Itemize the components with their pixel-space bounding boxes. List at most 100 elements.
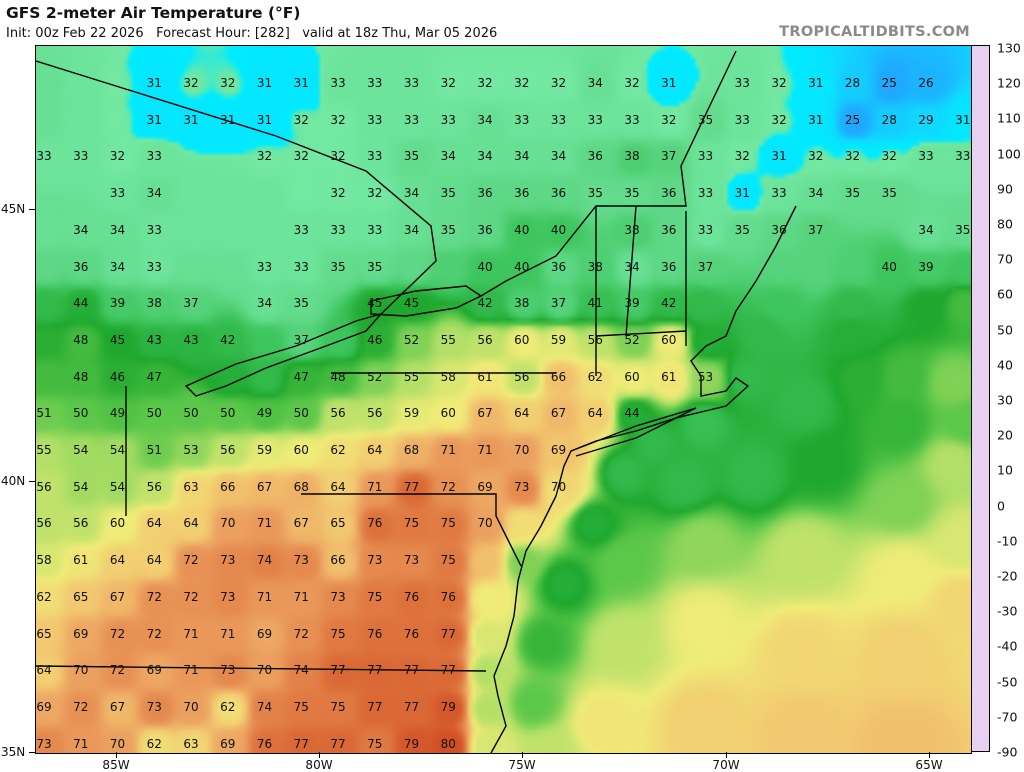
temp-label: 56 [477,332,493,347]
temp-label: 32 [661,112,677,127]
temp-label: 33 [109,186,126,201]
temp-label: 77 [403,479,420,494]
temp-label: 44 [73,296,89,311]
temp-label: 64 [36,663,52,678]
temp-label: 72 [183,553,199,568]
temp-label: 73 [220,589,236,604]
temp-label: 31 [734,186,750,201]
map-title: GFS 2-meter Air Temperature (°F) [6,4,301,22]
temp-label: 69 [36,699,52,714]
temp-label: 26 [918,76,934,90]
temp-label: 33 [697,186,714,201]
lat-tick [29,209,35,210]
temp-label: 75 [403,516,420,531]
temp-label: 72 [73,699,89,714]
temp-label: 32 [330,112,346,127]
temp-label: 35 [955,222,971,237]
temp-label: 75 [293,699,309,714]
temp-label: 42 [477,296,493,311]
temp-label: 75 [440,516,456,531]
temperature-map[interactable]: 31 32 32 31 31 33 33 33 32 32 32 32 34 32 31 33 32 31 28 25… [35,45,972,754]
temp-label: 34 [256,296,273,311]
temp-label: 34 [403,186,420,201]
temp-label: 73 [220,553,236,568]
temp-label: 39 [109,296,126,311]
temp-label: 42 [661,296,677,311]
temp-label: 38 [587,259,603,274]
temp-label: 71 [256,589,273,604]
temp-label: 33 [256,259,273,274]
temp-label: 72 [440,479,456,494]
temp-label: 35 [367,259,383,274]
temp-label: 32 [293,149,309,164]
temp-label: 31 [771,149,787,164]
temp-label: 48 [330,369,346,384]
temp-label: 69 [220,736,236,751]
temp-label: 32 [293,112,309,127]
temp-label: 72 [183,589,199,604]
temp-label: 69 [256,626,273,641]
temp-label: 45 [109,332,126,347]
temp-label: 33 [367,112,383,127]
temp-label: 32 [183,76,199,90]
temp-label: 73 [36,736,52,751]
temp-label: 76 [440,589,456,604]
temp-label: 65 [330,516,346,531]
temp-label: 59 [550,332,567,347]
temp-label: 33 [367,149,383,164]
temp-label: 46 [367,332,383,347]
temp-label: 32 [440,76,456,90]
temp-label: 33 [293,259,309,274]
temp-label: 39 [624,296,640,311]
long-island [570,407,697,457]
temp-label: 33 [403,76,420,90]
temp-label: 71 [256,516,273,531]
temp-label: 64 [183,516,199,531]
temp-label: 56 [220,443,236,457]
temp-label: 63 [183,736,199,751]
temp-label: 56 [36,516,52,531]
colorbar-tick-label: -10 [997,533,1018,549]
temp-label: 43 [146,332,162,347]
temp-label: 70 [256,663,273,678]
temp-label: 71 [183,663,199,678]
colorbar-tick-label: 130 [997,40,1021,56]
temp-label: 72 [146,589,162,604]
temp-label: 38 [514,296,530,311]
colorbar-tick-label: -50 [997,674,1018,690]
temp-label: 79 [440,699,456,714]
temp-label: 49 [256,406,273,421]
temp-label: 33 [403,112,420,127]
temp-label: 33 [36,149,52,164]
temp-label: 48 [73,332,89,347]
temp-label: 52 [403,332,420,347]
temp-label: 77 [403,663,420,678]
temp-label: 40 [514,259,530,274]
temp-label: 54 [73,443,89,457]
temp-label: 31 [955,112,971,127]
temp-label: 35 [587,186,603,201]
temp-label: 56 [367,406,383,421]
colorbar-tick-label: -70 [997,709,1018,725]
temp-label: 35 [440,186,456,201]
temp-label: 33 [734,112,750,127]
temp-label: 74 [256,699,273,714]
temp-label: 64 [146,553,162,568]
temp-label: 33 [73,149,89,164]
temp-label: 33 [367,222,383,237]
temp-label: 71 [220,626,236,641]
temp-label: 36 [477,222,493,237]
temp-label: 32 [550,76,567,90]
temp-label: 33 [330,222,346,237]
lon-label-65w: 65W [915,758,943,772]
temp-label: 34 [109,259,126,274]
lat-label-40n: 40N [1,474,26,488]
temp-label: 36 [661,186,677,201]
colorbar-tick-label: 120 [997,75,1021,91]
temp-label: 64 [367,443,383,457]
colorbar-tick-label: 10 [997,462,1013,478]
temp-label: 59 [403,406,420,421]
temp-label: 31 [256,76,273,90]
temp-label: 69 [146,663,162,678]
temp-label: 62 [587,369,603,384]
